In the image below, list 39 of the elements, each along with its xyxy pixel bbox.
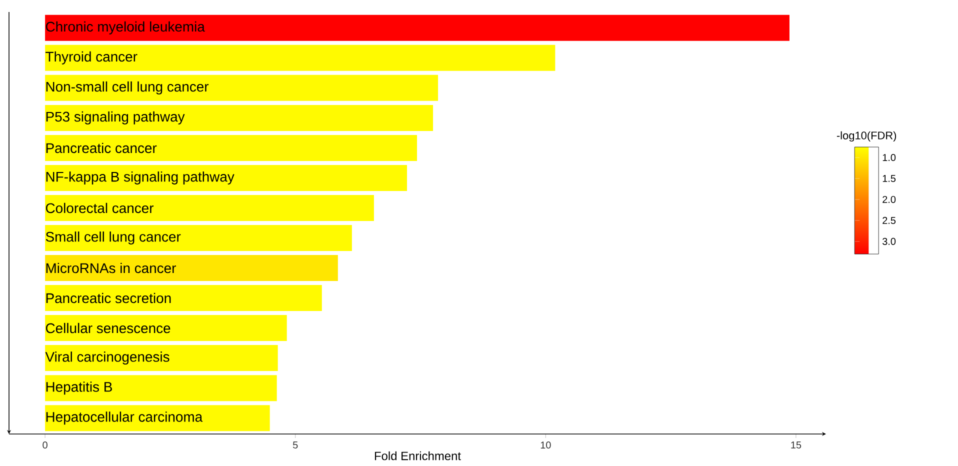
y-tick-label: Viral carcinogenesis: [45, 352, 170, 365]
y-tick-label: Small cell lung cancer: [46, 231, 181, 244]
bar: [45, 134, 418, 161]
y-tick-label: NF-kappa B signaling pathway: [46, 171, 234, 184]
x-tick-label: 5: [292, 442, 298, 448]
bar: [45, 104, 434, 131]
y-tick-label: Cellular senescence: [46, 322, 170, 334]
bar: [45, 194, 374, 221]
x-axis-title: Fold Enrichment: [374, 451, 461, 460]
y-tick-label: Colorectal cancer: [46, 202, 154, 214]
y-tick-label: Hepatocellular carcinoma: [46, 412, 203, 425]
color-bar-label: 3.0: [882, 238, 896, 245]
bar: [45, 285, 322, 312]
bar: [45, 164, 407, 191]
x-tick-label: 10: [540, 442, 551, 449]
bar: [45, 315, 287, 342]
color-bar-title: -log10(FDR): [836, 131, 896, 142]
y-tick-label: Chronic myeloid leukemia: [46, 21, 205, 34]
color-bar-label: 1.5: [882, 175, 896, 182]
color-bar-label: 2.5: [882, 216, 896, 224]
x-tick-label: 15: [791, 442, 802, 448]
color-bar-label: 1.0: [882, 154, 896, 162]
y-tick-label: MicroRNAs in cancer: [46, 262, 176, 274]
color-bar-label: 2.0: [882, 196, 896, 203]
bar: [45, 255, 338, 282]
bar: [45, 405, 270, 432]
y-tick-label: Thyroid cancer: [46, 51, 138, 64]
bar: [45, 224, 352, 251]
x-tick-label: 0: [42, 442, 48, 449]
y-tick-label: P53 signaling pathway: [46, 111, 185, 124]
bar: [45, 375, 277, 402]
bar: [45, 74, 438, 101]
bar: [45, 44, 556, 71]
y-tick-label: Pancreatic cancer: [46, 142, 157, 154]
bar: [45, 14, 790, 41]
bar: [45, 345, 278, 372]
y-tick-label: Hepatitis B: [46, 382, 112, 395]
y-tick-label: Non-small cell lung cancer: [46, 81, 209, 94]
y-tick-label: Pancreatic secretion: [46, 292, 171, 304]
